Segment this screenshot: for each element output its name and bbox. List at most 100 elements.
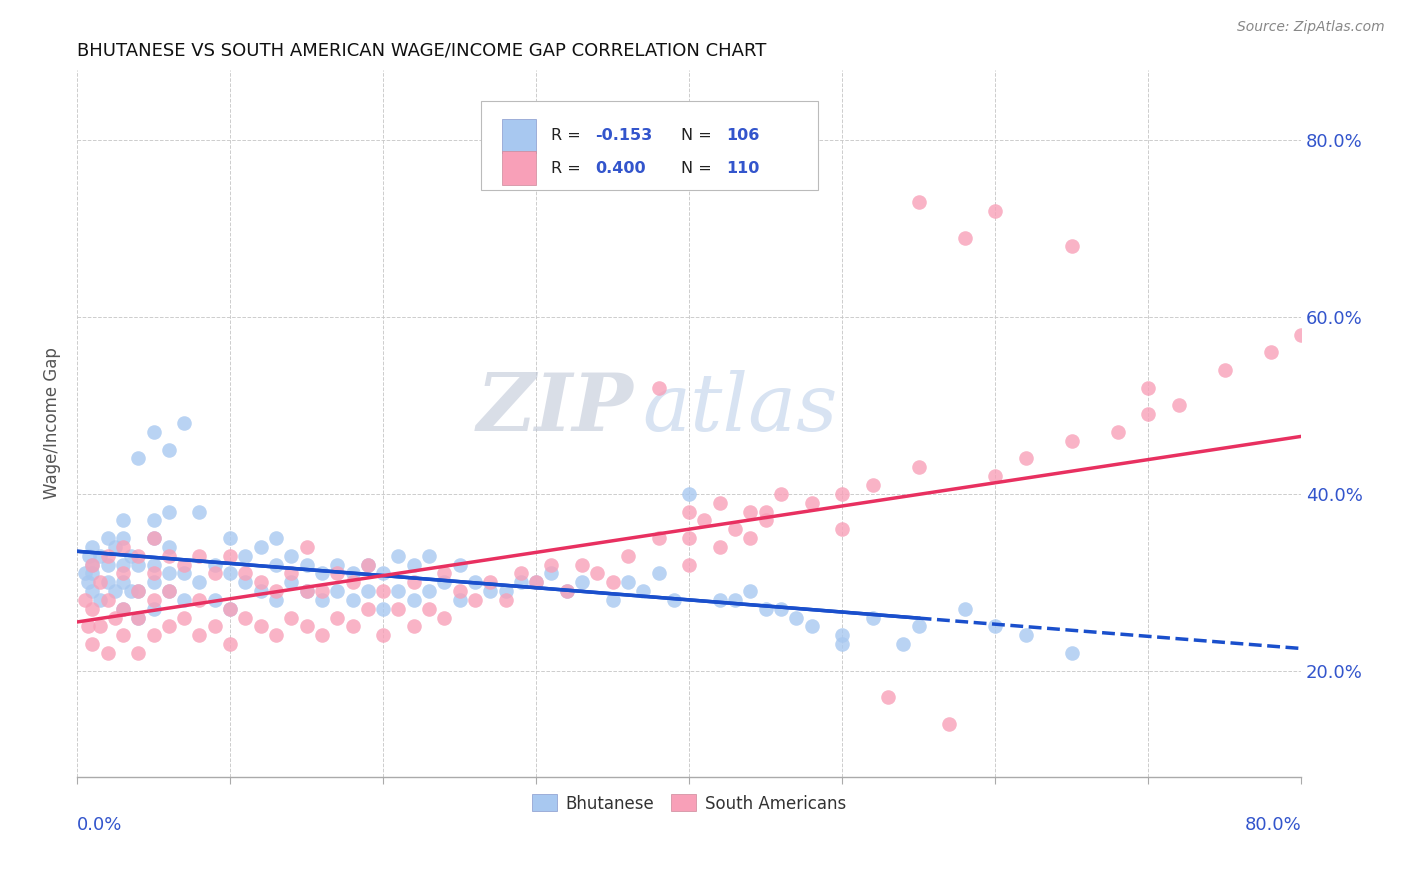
Point (862, 610, 884, 624)
Point (357, 601, 380, 615)
Point (449, 593, 471, 607)
Y-axis label: Wage/Income Gap: Wage/Income Gap (44, 347, 60, 499)
Point (82, 637, 104, 651)
Point (97, 531, 120, 545)
Point (142, 513, 165, 527)
Point (157, 504, 180, 518)
Point (219, 601, 242, 615)
Point (264, 531, 287, 545)
Point (678, 504, 700, 518)
Point (264, 593, 287, 607)
Point (540, 566, 562, 581)
Point (311, 593, 333, 607)
Point (295, 540, 318, 554)
Point (142, 531, 165, 545)
Point (120, 549, 142, 563)
Point (678, 487, 700, 501)
Point (357, 584, 380, 599)
Point (82, 566, 104, 581)
Point (157, 584, 180, 599)
Text: BHUTANESE VS SOUTH AMERICAN WAGE/INCOME GAP CORRELATION CHART: BHUTANESE VS SOUTH AMERICAN WAGE/INCOME … (77, 42, 766, 60)
Point (173, 558, 195, 572)
Point (617, 549, 640, 563)
Point (371, 584, 394, 599)
Point (724, 522, 747, 536)
Point (495, 593, 517, 607)
Point (357, 558, 380, 572)
Point (76, 575, 98, 590)
Point (157, 540, 180, 554)
Point (755, 504, 778, 518)
Point (524, 575, 547, 590)
Point (479, 575, 502, 590)
Point (387, 584, 409, 599)
Point (1060, 646, 1083, 660)
Point (449, 558, 471, 572)
Point (479, 584, 502, 599)
Point (387, 601, 409, 615)
Point (495, 584, 517, 599)
Point (326, 610, 349, 624)
Point (157, 549, 180, 563)
Point (769, 601, 792, 615)
Point (311, 566, 333, 581)
Point (891, 637, 914, 651)
Point (402, 575, 425, 590)
Point (831, 487, 853, 501)
Point (142, 628, 165, 642)
Point (111, 566, 134, 581)
Point (1015, 628, 1038, 642)
Point (709, 593, 731, 607)
Text: -0.153: -0.153 (595, 128, 652, 144)
Point (785, 610, 807, 624)
Text: 0.400: 0.400 (595, 161, 645, 176)
Point (571, 558, 593, 572)
Point (647, 566, 669, 581)
Point (311, 584, 333, 599)
Point (280, 575, 302, 590)
Point (280, 566, 302, 581)
Point (127, 558, 149, 572)
Point (984, 469, 1007, 483)
Point (111, 558, 134, 572)
Point (402, 558, 425, 572)
Point (295, 584, 318, 599)
Point (97, 646, 120, 660)
Point (142, 531, 165, 545)
Point (219, 566, 242, 581)
Text: 80.0%: 80.0% (1244, 815, 1301, 833)
Point (97, 593, 120, 607)
Point (264, 628, 287, 642)
Point (188, 593, 211, 607)
Point (97, 558, 120, 572)
Bar (502, 152, 536, 186)
Point (295, 584, 318, 599)
Point (418, 549, 440, 563)
Point (555, 584, 578, 599)
Point (357, 558, 380, 572)
Point (418, 601, 440, 615)
Point (204, 558, 226, 572)
Point (264, 584, 287, 599)
Point (693, 513, 716, 527)
Point (953, 601, 976, 615)
Point (127, 584, 149, 599)
Point (342, 593, 364, 607)
Point (1060, 239, 1083, 253)
Point (82, 584, 104, 599)
Point (157, 619, 180, 633)
Bar (502, 119, 536, 153)
Point (219, 531, 242, 545)
Point (678, 531, 700, 545)
Point (647, 381, 669, 395)
Point (326, 558, 349, 572)
Point (127, 646, 149, 660)
Point (111, 575, 134, 590)
Point (97, 549, 120, 563)
Point (938, 716, 960, 731)
Point (188, 628, 211, 642)
Point (142, 601, 165, 615)
Point (1015, 451, 1038, 466)
Text: Source: ZipAtlas.com: Source: ZipAtlas.com (1237, 20, 1385, 34)
Text: atlas: atlas (643, 370, 838, 448)
